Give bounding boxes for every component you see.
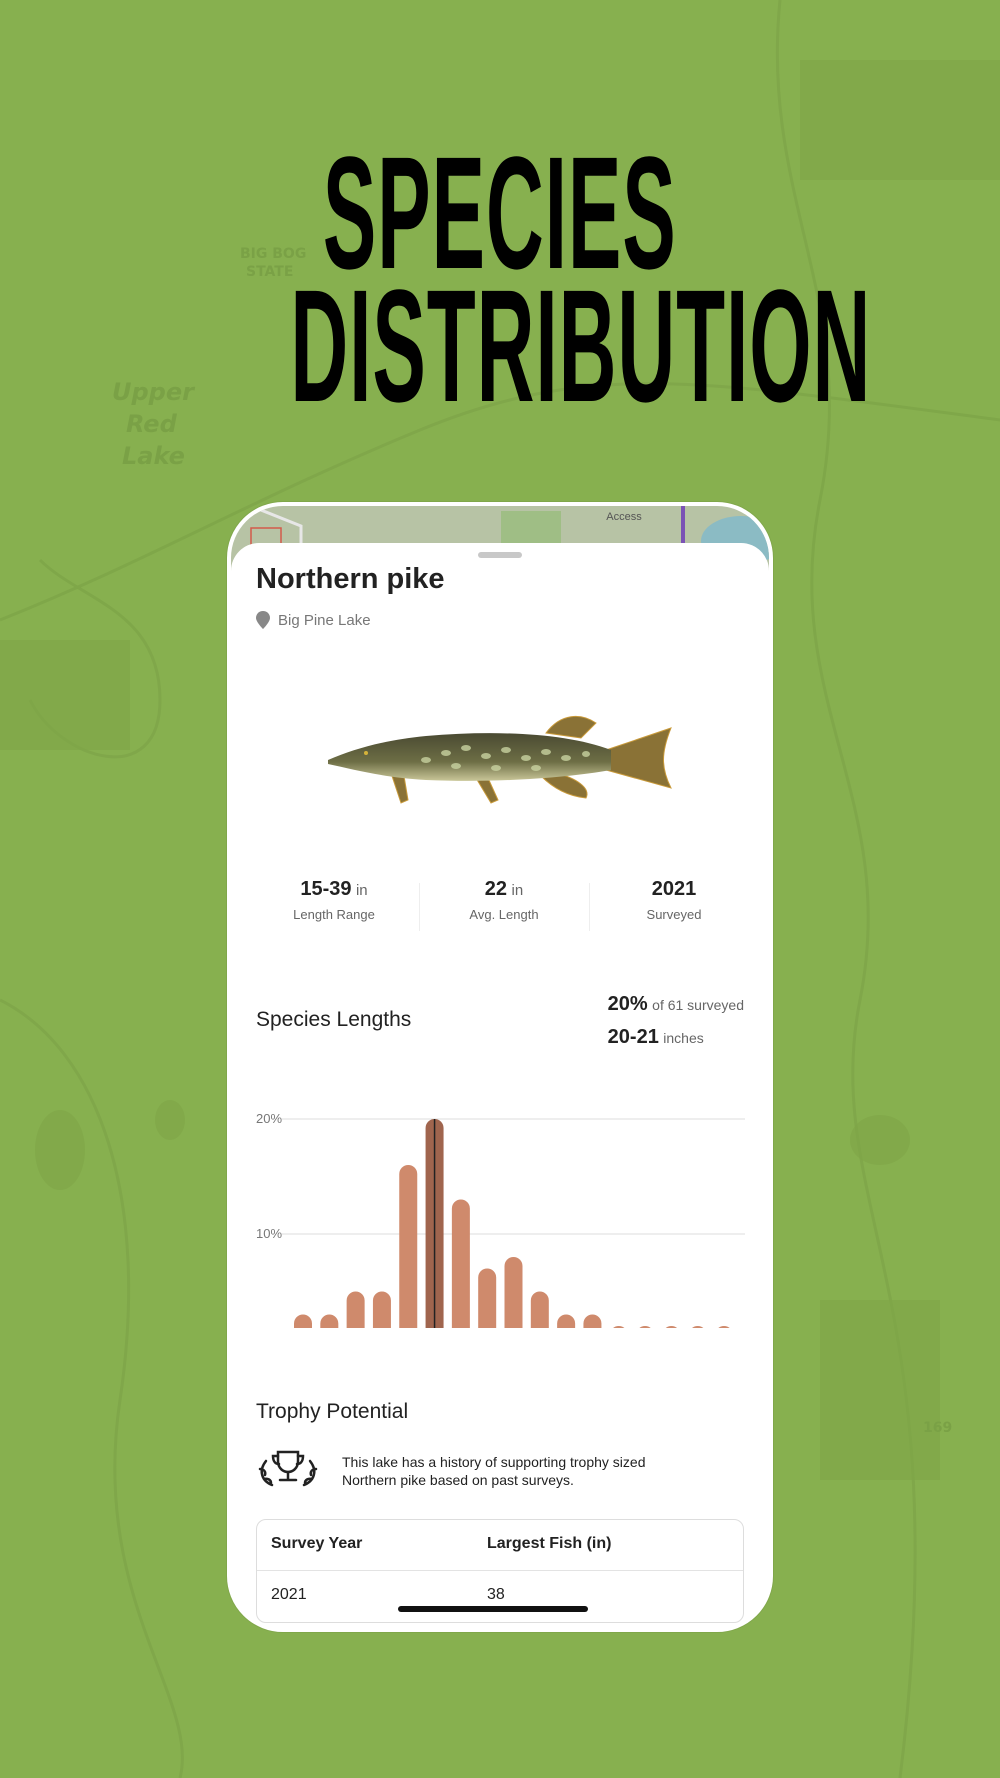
stat-avg-length: 22 in Avg. Length <box>469 878 539 922</box>
bar-19[interactable] <box>399 1165 418 1328</box>
bar-16[interactable] <box>320 1314 339 1329</box>
bar-15[interactable] <box>294 1314 312 1329</box>
map-label-big-bog: BIG BOG <box>240 246 307 262</box>
bar-24[interactable] <box>530 1291 549 1329</box>
map-label-red: Red <box>126 410 177 438</box>
bar-29[interactable] <box>636 1326 654 1328</box>
bar-38[interactable] <box>715 1326 733 1328</box>
species-lengths-chart[interactable]: 0%10%20%15161718192021222324252728293134… <box>231 1048 769 1328</box>
phone-screen: Access Northern pike Big Pine Lake 15-39 <box>227 502 773 1632</box>
fish-illustration <box>328 715 672 804</box>
y-tick-label: 20% <box>256 1111 282 1126</box>
table-header-row: Survey Year Largest Fish (in) <box>257 1520 743 1571</box>
map-label-access: Access <box>606 511 642 523</box>
bar-17[interactable] <box>346 1291 365 1329</box>
bar-18[interactable] <box>372 1291 391 1329</box>
bar-31[interactable] <box>662 1326 680 1328</box>
column-header-largest-fish: Largest Fish (in) <box>487 1535 612 1552</box>
trophy-table: Survey Year Largest Fish (in) 2021 38 <box>256 1519 744 1623</box>
stat-divider <box>419 883 420 931</box>
location-name: Big Pine Lake <box>278 611 371 629</box>
column-header-survey-year: Survey Year <box>271 1535 363 1552</box>
stat-length-range: 15-39 in Length Range <box>293 878 375 922</box>
cell-largest-fish: 38 <box>487 1586 505 1603</box>
species-lengths-heading: Species Lengths <box>256 1008 412 1031</box>
bar-22[interactable] <box>478 1268 497 1329</box>
trophy-description: This lake has a history of supporting tr… <box>342 1454 646 1488</box>
map-label-upper: Upper <box>112 378 194 406</box>
sheet-drag-handle[interactable] <box>478 552 522 558</box>
bar-28[interactable] <box>610 1326 628 1328</box>
y-tick-label: 10% <box>256 1226 282 1241</box>
map-pin-icon <box>256 611 270 629</box>
table-row: 2021 38 <box>257 1570 743 1622</box>
map-label-lake: Lake <box>122 442 185 470</box>
bar-21[interactable] <box>451 1199 470 1329</box>
trophy-laurel-icon <box>258 1450 318 1487</box>
location: Big Pine Lake <box>256 611 371 629</box>
stat-surveyed: 2021 Surveyed <box>646 878 702 922</box>
species-detail-sheet: Northern pike Big Pine Lake 15-39 in Len… <box>231 543 769 1628</box>
trophy-potential-heading: Trophy Potential <box>256 1400 409 1423</box>
bar-27[interactable] <box>583 1314 602 1329</box>
species-name: Northern pike <box>256 563 445 595</box>
bar-25[interactable] <box>557 1314 576 1329</box>
cell-survey-year: 2021 <box>271 1586 307 1603</box>
bar-34[interactable] <box>689 1326 707 1328</box>
stat-divider <box>589 883 590 931</box>
bar-23[interactable] <box>504 1257 523 1328</box>
selected-bar-summary: 20% of 61 surveyed 20-21 inches <box>607 993 744 1048</box>
headline-line-2: DISTRIBUTION <box>290 256 872 435</box>
map-label-route: 169 <box>923 1420 953 1436</box>
home-indicator[interactable] <box>398 1606 588 1612</box>
map-label-state: STATE <box>246 264 294 280</box>
headline-line-1: SPECIES <box>323 123 677 302</box>
